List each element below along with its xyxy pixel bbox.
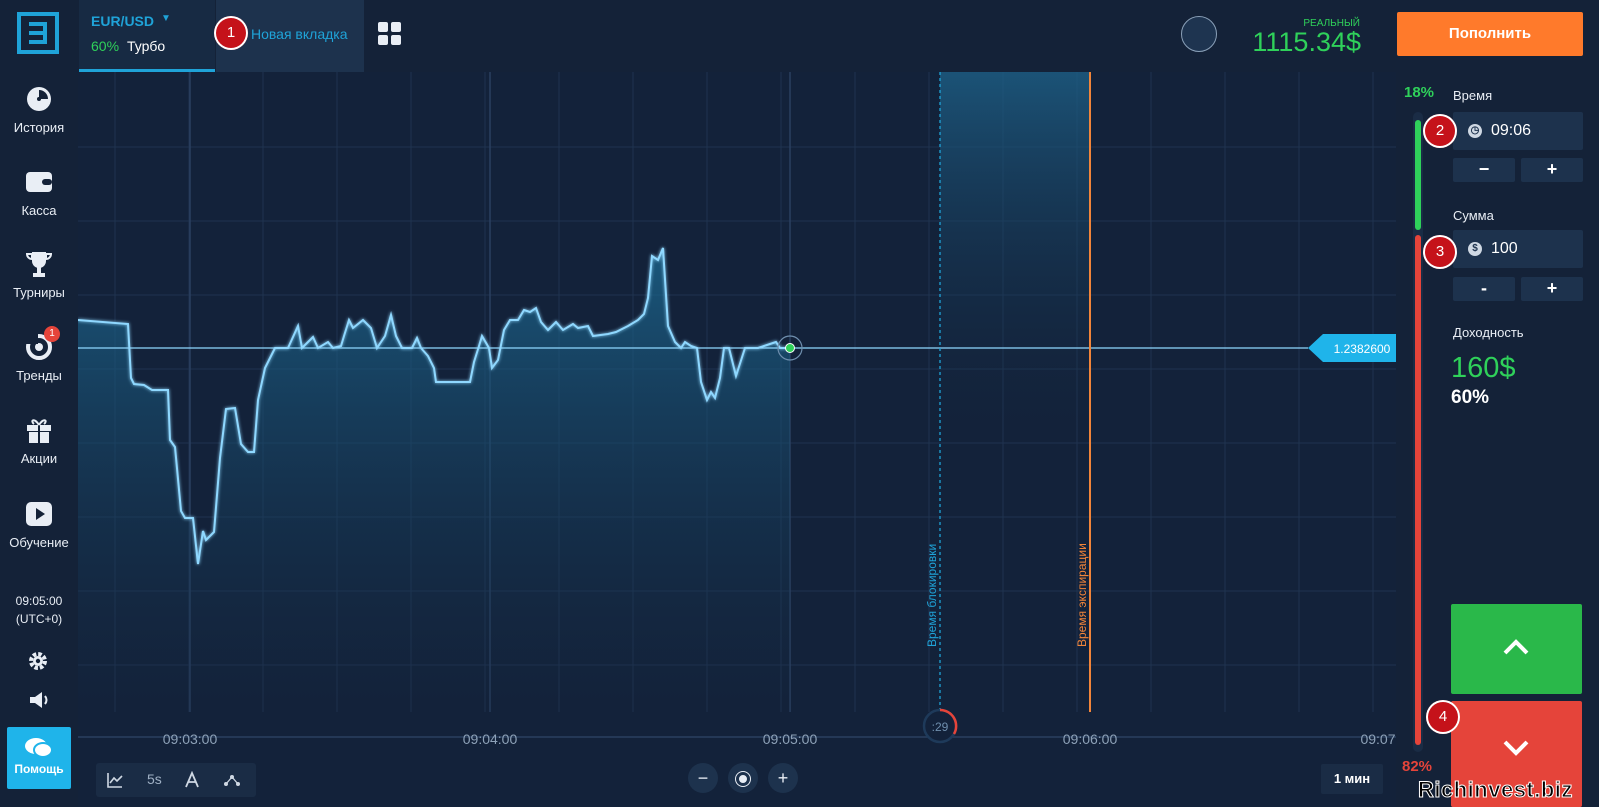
clock-small-icon: ◷ <box>1468 124 1482 138</box>
profit-label: Доходность <box>1453 325 1524 340</box>
x-tick-label: 09:03:00 <box>163 731 218 747</box>
profit-percent: 60% <box>1451 387 1490 408</box>
annotation-marker: 3 <box>1423 235 1457 269</box>
time-label: Время <box>1453 88 1493 103</box>
wallet-icon <box>26 172 52 192</box>
up-percent: 18% <box>1404 84 1435 101</box>
x-tick-label: 09:06:00 <box>1063 731 1118 747</box>
countdown-text: :29 <box>932 720 949 734</box>
drawing-tools-icon[interactable] <box>183 771 201 789</box>
sidebar-item-promotions[interactable]: Акции <box>0 415 78 466</box>
speaker-icon[interactable] <box>28 690 50 710</box>
gift-icon <box>27 419 51 443</box>
price-area <box>78 248 790 712</box>
sidebar-item-label: Акции <box>20 451 58 466</box>
grid-layout-icon[interactable] <box>378 22 402 46</box>
x-tick-label: 09:04:00 <box>463 731 518 747</box>
clock-timezone: (UTC+0) <box>15 612 63 626</box>
sidebar-item-tournaments[interactable]: Турниры <box>0 249 78 300</box>
center-chart-button[interactable] <box>728 763 758 793</box>
balance: 1115.34$ <box>1252 27 1361 57</box>
put-button[interactable] <box>1451 701 1582 807</box>
sidebar-item-label: Касса <box>21 203 57 218</box>
help-label: Помощь <box>14 762 64 776</box>
timeframe-button[interactable]: 1 мин <box>1321 764 1383 794</box>
time-plus-button[interactable]: + <box>1521 158 1583 182</box>
zoom-out-button[interactable]: − <box>688 763 718 793</box>
new-tab-label: Новая вкладка <box>251 26 348 42</box>
sidebar-item-label: История <box>13 120 65 135</box>
clock-icon <box>27 87 51 111</box>
time-value: 09:06 <box>1491 122 1532 139</box>
sidebar-item-label: Тренды <box>16 368 62 383</box>
x-tick-label: 09:07 <box>1360 731 1395 747</box>
time-field[interactable]: ◷ 09:06 <box>1453 112 1583 150</box>
arrow-up-icon <box>1503 639 1529 655</box>
time-minus-button[interactable]: − <box>1453 158 1515 182</box>
account-type: РЕАЛЬНЫЙ <box>1303 18 1360 29</box>
price-line <box>78 247 790 565</box>
x-axis-labels: 09:03:00 09:04:00 09:05:00 09:06:00 09:0… <box>163 731 1396 747</box>
sidebar-item-history[interactable]: История <box>0 84 78 135</box>
sidebar-item-education[interactable]: Обучение <box>0 499 78 550</box>
lock-time-label: Время блокировки <box>925 544 939 647</box>
clock: 09:05:00 (UTC+0) <box>0 592 78 628</box>
arrow-down-icon <box>1503 740 1529 756</box>
zoom-in-button[interactable]: + <box>768 763 798 793</box>
logo-icon[interactable] <box>17 12 59 54</box>
sentiment-down <box>1415 235 1421 745</box>
play-icon <box>26 502 52 526</box>
sidebar-item-label: Турниры <box>13 285 65 300</box>
deposit-button[interactable]: Пополнить <box>1397 12 1583 56</box>
asset-tab[interactable]: EUR/USD ▼ 60% Турбо <box>79 0 215 72</box>
amount-value: 100 <box>1491 240 1518 257</box>
asset-payout: 60% <box>91 38 120 54</box>
sidebar-item-label: Обучение <box>9 535 69 550</box>
trends-icon <box>24 332 52 360</box>
call-button[interactable] <box>1451 604 1582 694</box>
chevron-down-icon: ▼ <box>161 13 171 24</box>
avatar[interactable] <box>1181 16 1217 52</box>
sidebar: История Касса Турниры 1 Тренды Акции Обу… <box>0 72 78 807</box>
asset-name: EUR/USD <box>91 13 155 29</box>
price-tag-value: 1.2382600 <box>1334 342 1391 356</box>
trade-panel: 18% 82% Время ◷ 09:06 − + Сумма $ 100 - … <box>1396 72 1599 807</box>
lock-zone <box>940 72 1090 712</box>
annotation-marker: 4 <box>1426 700 1460 734</box>
top-bar: EUR/USD ▼ 60% Турбо Новая вкладка РЕАЛЬН… <box>0 0 1599 73</box>
annotation-marker: 1 <box>214 16 248 50</box>
sentiment-up <box>1415 120 1421 230</box>
amount-plus-button[interactable]: + <box>1521 277 1583 301</box>
price-tag: 1.2382600 <box>1308 334 1396 362</box>
price-chart[interactable]: Время блокировки Время экспирации :29 1.… <box>78 72 1396 807</box>
help-button[interactable]: Помощь <box>7 727 71 789</box>
chart-toolbar: 5s <box>96 763 256 797</box>
countdown-timer: :29 <box>922 708 958 744</box>
indicators-icon[interactable] <box>223 771 241 789</box>
chart-type-icon[interactable] <box>106 771 124 789</box>
chat-icon <box>25 738 53 758</box>
expiry-time-label: Время экспирации <box>1075 543 1089 647</box>
amount-minus-button[interactable]: - <box>1453 277 1515 301</box>
down-percent: 82% <box>1402 758 1433 775</box>
current-point-ring <box>777 335 803 361</box>
watermark: Richinvest.biz <box>1418 777 1573 803</box>
asset-type: Турбо <box>127 38 166 54</box>
interval-button[interactable]: 5s <box>147 771 162 787</box>
notification-badge: 1 <box>44 326 60 342</box>
amount-label: Сумма <box>1453 208 1494 223</box>
annotation-marker: 2 <box>1423 114 1457 148</box>
amount-field[interactable]: $ 100 <box>1453 230 1583 268</box>
trophy-icon <box>25 252 53 277</box>
sidebar-item-cashier[interactable]: Касса <box>0 167 78 218</box>
dollar-icon: $ <box>1468 242 1482 256</box>
x-tick-label: 09:05:00 <box>763 731 818 747</box>
current-point <box>785 343 795 353</box>
gear-icon[interactable] <box>27 650 49 672</box>
clock-time: 09:05:00 <box>15 594 63 608</box>
sidebar-item-trends[interactable]: 1 Тренды <box>0 326 78 383</box>
sentiment-bar <box>1413 112 1423 752</box>
profit-value: 160$ <box>1451 352 1516 384</box>
